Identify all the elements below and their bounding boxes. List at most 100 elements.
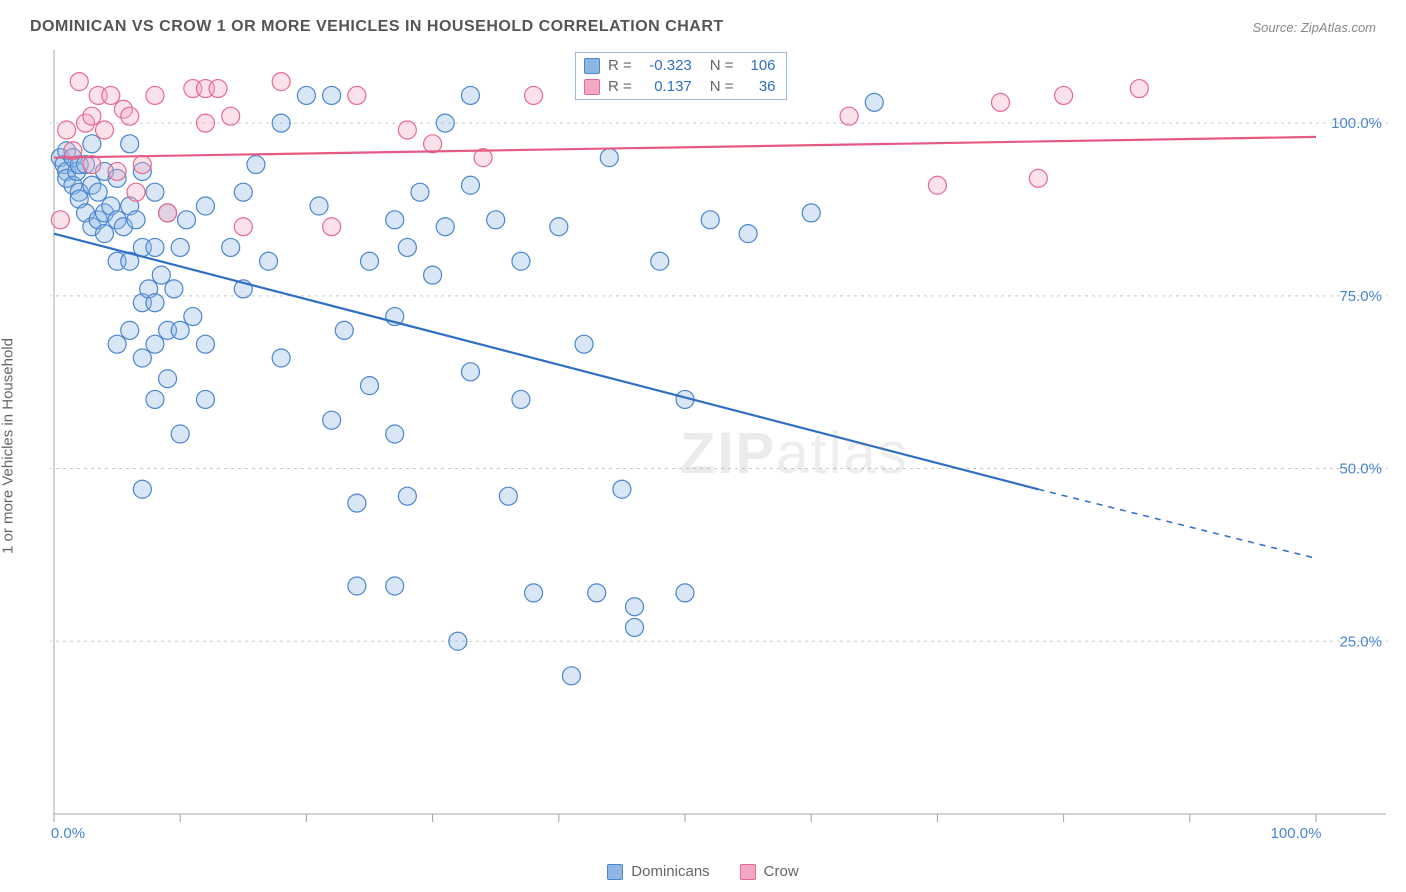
data-point	[209, 80, 227, 98]
data-point	[171, 425, 189, 443]
plot-area: 25.0%50.0%75.0%100.0%0.0%100.0% ZIPatlas…	[50, 50, 1388, 842]
y-tick-label: 25.0%	[1339, 633, 1382, 650]
chart-title: DOMINICAN VS CROW 1 OR MORE VEHICLES IN …	[30, 18, 724, 36]
data-point	[247, 156, 265, 174]
data-point	[146, 238, 164, 256]
data-point	[411, 183, 429, 201]
legend-swatch	[740, 864, 756, 880]
trend-line	[54, 234, 1038, 490]
data-point	[127, 183, 145, 201]
data-point	[234, 218, 252, 236]
data-point	[196, 114, 214, 132]
data-point	[102, 86, 120, 104]
data-point	[386, 577, 404, 595]
data-point	[159, 370, 177, 388]
stats-row: R =-0.323N =106	[576, 55, 786, 76]
data-point	[196, 335, 214, 353]
data-point	[159, 204, 177, 222]
data-point	[1055, 86, 1073, 104]
data-point	[701, 211, 719, 229]
data-point	[146, 390, 164, 408]
r-value: 0.137	[640, 78, 692, 95]
data-point	[70, 73, 88, 91]
legend-item: Dominicans	[607, 863, 709, 880]
data-point	[525, 86, 543, 104]
data-point	[562, 667, 580, 685]
data-point	[398, 487, 416, 505]
n-value: 106	[742, 57, 776, 74]
data-point	[487, 211, 505, 229]
data-point	[424, 266, 442, 284]
data-point	[600, 149, 618, 167]
n-value: 36	[742, 78, 776, 95]
data-point	[840, 107, 858, 125]
correlation-stats-box: R =-0.323N =106R =0.137N =36	[575, 52, 787, 100]
data-point	[651, 252, 669, 270]
data-point	[323, 411, 341, 429]
data-point	[272, 114, 290, 132]
data-point	[272, 73, 290, 91]
data-point	[165, 280, 183, 298]
data-point	[348, 577, 366, 595]
data-point	[992, 93, 1010, 111]
data-point	[348, 86, 366, 104]
data-point	[171, 238, 189, 256]
data-point	[398, 238, 416, 256]
legend-label: Crow	[764, 863, 799, 880]
y-tick-label: 100.0%	[1331, 115, 1382, 132]
data-point	[436, 218, 454, 236]
data-point	[83, 135, 101, 153]
data-point	[196, 390, 214, 408]
data-point	[222, 238, 240, 256]
x-tick-label: 0.0%	[51, 825, 85, 842]
data-point	[146, 294, 164, 312]
data-point	[121, 135, 139, 153]
data-point	[89, 183, 107, 201]
data-point	[626, 598, 644, 616]
data-point	[512, 390, 530, 408]
data-point	[83, 156, 101, 174]
series-swatch	[584, 58, 600, 74]
data-point	[335, 321, 353, 339]
data-point	[398, 121, 416, 139]
data-point	[146, 183, 164, 201]
legend-swatch	[607, 864, 623, 880]
data-point	[83, 107, 101, 125]
data-point	[1029, 169, 1047, 187]
data-point	[802, 204, 820, 222]
data-point	[58, 121, 76, 139]
data-point	[928, 176, 946, 194]
data-point	[323, 86, 341, 104]
data-point	[108, 335, 126, 353]
data-point	[386, 425, 404, 443]
stat-label: R =	[608, 57, 632, 74]
data-point	[512, 252, 530, 270]
data-point	[310, 197, 328, 215]
data-point	[222, 107, 240, 125]
data-point	[95, 121, 113, 139]
data-point	[51, 211, 69, 229]
data-point	[95, 225, 113, 243]
y-tick-label: 75.0%	[1339, 288, 1382, 305]
data-point	[865, 93, 883, 111]
data-point	[676, 584, 694, 602]
data-point	[361, 377, 379, 395]
scatter-chart: 25.0%50.0%75.0%100.0%0.0%100.0%	[50, 50, 1388, 842]
data-point	[449, 632, 467, 650]
data-point	[184, 308, 202, 326]
data-point	[146, 335, 164, 353]
data-point	[739, 225, 757, 243]
stat-label: R =	[608, 78, 632, 95]
data-point	[196, 197, 214, 215]
data-point	[461, 363, 479, 381]
legend-label: Dominicans	[631, 863, 709, 880]
data-point	[133, 156, 151, 174]
stats-row: R =0.137N =36	[576, 76, 786, 97]
data-point	[499, 487, 517, 505]
data-point	[461, 176, 479, 194]
data-point	[297, 86, 315, 104]
data-point	[152, 266, 170, 284]
data-point	[613, 480, 631, 498]
source-label: Source: ZipAtlas.com	[1252, 20, 1376, 35]
stat-label: N =	[710, 57, 734, 74]
